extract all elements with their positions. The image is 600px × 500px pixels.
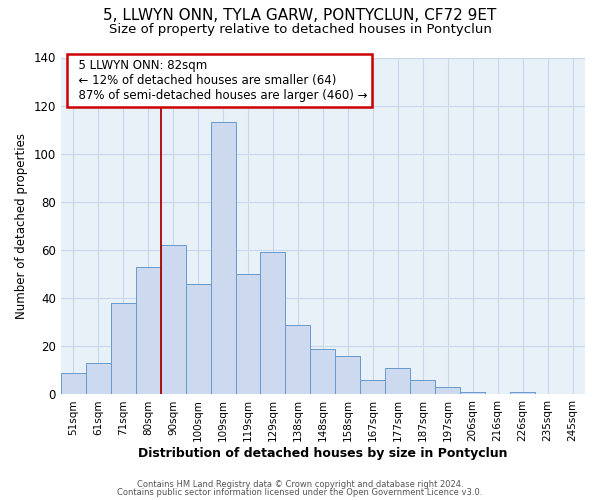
- Text: Size of property relative to detached houses in Pontyclun: Size of property relative to detached ho…: [109, 22, 491, 36]
- Bar: [236, 274, 260, 394]
- Text: Contains public sector information licensed under the Open Government Licence v3: Contains public sector information licen…: [118, 488, 482, 497]
- Bar: [510, 392, 535, 394]
- Bar: [260, 252, 286, 394]
- Bar: [435, 387, 460, 394]
- Y-axis label: Number of detached properties: Number of detached properties: [15, 133, 28, 319]
- Bar: [86, 363, 111, 394]
- X-axis label: Distribution of detached houses by size in Pontyclun: Distribution of detached houses by size …: [138, 447, 508, 460]
- Bar: [310, 348, 335, 395]
- Text: 5, LLWYN ONN, TYLA GARW, PONTYCLUN, CF72 9ET: 5, LLWYN ONN, TYLA GARW, PONTYCLUN, CF72…: [103, 8, 497, 22]
- Bar: [161, 245, 185, 394]
- Bar: [410, 380, 435, 394]
- Bar: [385, 368, 410, 394]
- Bar: [111, 303, 136, 394]
- Bar: [136, 267, 161, 394]
- Bar: [61, 373, 86, 394]
- Bar: [460, 392, 485, 394]
- Bar: [286, 324, 310, 394]
- Bar: [361, 380, 385, 394]
- Text: Contains HM Land Registry data © Crown copyright and database right 2024.: Contains HM Land Registry data © Crown c…: [137, 480, 463, 489]
- Bar: [185, 284, 211, 395]
- Bar: [335, 356, 361, 395]
- Bar: [211, 122, 236, 394]
- Text: 5 LLWYN ONN: 82sqm
  ← 12% of detached houses are smaller (64)
  87% of semi-det: 5 LLWYN ONN: 82sqm ← 12% of detached hou…: [71, 59, 368, 102]
